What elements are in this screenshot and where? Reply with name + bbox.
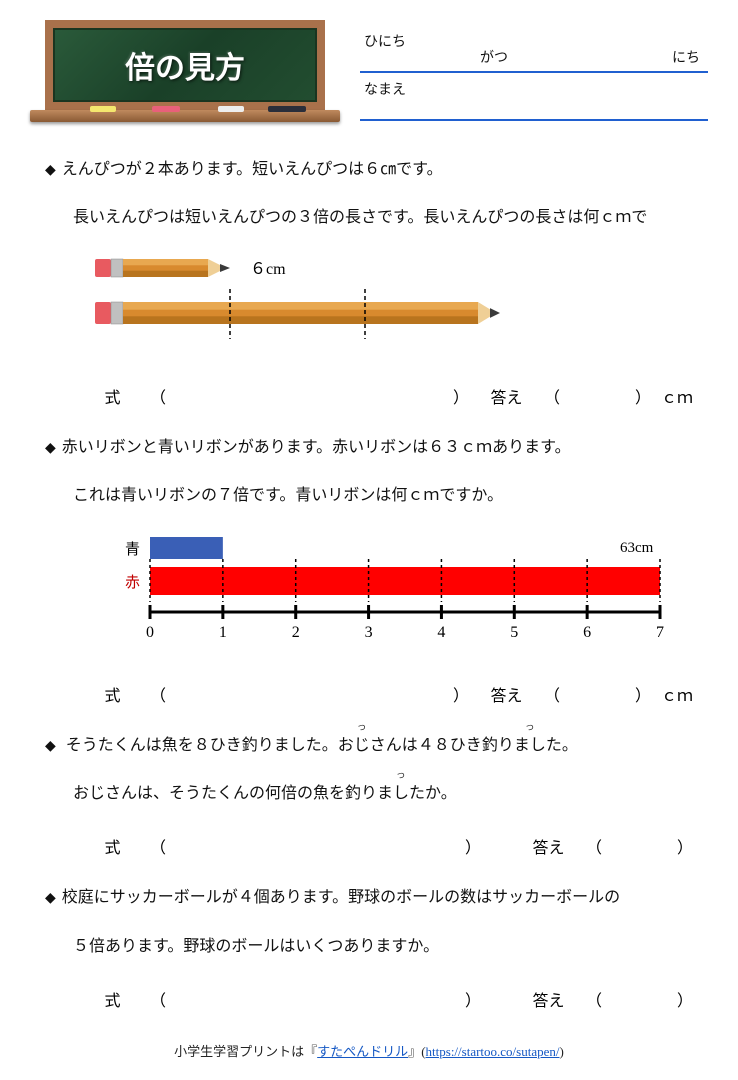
footer-url[interactable]: https://startoo.co/sutapen/: [426, 1044, 560, 1059]
svg-text:7: 7: [656, 624, 664, 641]
paren-open: （: [150, 987, 166, 1011]
paren-close: ）: [465, 834, 481, 858]
answer-label: 答え: [521, 834, 576, 858]
month-label: がつ: [480, 47, 508, 67]
svg-text:3: 3: [365, 624, 373, 641]
chalk-piece: [90, 106, 116, 112]
paren-open: （: [150, 384, 166, 408]
answer-label: 答え: [521, 987, 576, 1011]
formula-label: 式: [85, 384, 140, 408]
header: 倍の見方 ひにち がつ にち なまえ: [30, 20, 708, 125]
q1-answer-row: 式 （ ） 答え （ ） ｃｍ: [45, 384, 693, 408]
footer-prefix: 小学生学習プリントは『: [174, 1044, 317, 1059]
paren-close: ）: [453, 384, 469, 408]
footer: 小学生学習プリントは『すたぺんドリル』(https://startoo.co/s…: [45, 1041, 693, 1060]
chalk-piece: [268, 106, 306, 112]
q4-line1: 校庭にサッカーボールが４個あります。野球のボールの数はサッカーボールの: [45, 883, 693, 913]
q2-figure: 青63cm赤01234567: [105, 532, 653, 657]
unit-label: ｃｍ: [661, 682, 693, 706]
paren-open: （: [544, 682, 560, 706]
q1-figure: ６cm: [95, 254, 693, 359]
svg-text:4: 4: [437, 624, 445, 641]
formula-label: 式: [85, 834, 140, 858]
q1-line2: 長いえんぴつは短いえんぴつの３倍の長さです。長いえんぴつの長さは何ｃｍで: [45, 203, 693, 233]
q2-line2: これは青いリボンの７倍です。青いリボンは何ｃｍですか。: [45, 481, 693, 511]
q4-line2: ５倍あります。野球のボールはいくつありますか。: [45, 932, 693, 962]
svg-text:2: 2: [292, 624, 300, 641]
q2-line1: 赤いリボンと青いリボンがあります。赤いリボンは６３ｃｍあります。: [45, 433, 693, 463]
q4-answer-row: 式 （ ） 答え （ ）: [45, 987, 693, 1011]
paren-close: ）: [635, 682, 651, 706]
chalk-piece: [218, 106, 244, 112]
paren-open: （: [586, 834, 602, 858]
q2-answer-row: 式 （ ） 答え （ ） ｃｍ: [45, 682, 693, 706]
footer-middle: 』(: [408, 1044, 425, 1059]
svg-text:5: 5: [510, 624, 518, 641]
svg-text:63cm: 63cm: [620, 540, 654, 556]
paren-open: （: [544, 384, 560, 408]
formula-label: 式: [85, 987, 140, 1011]
paren-close: ）: [453, 682, 469, 706]
footer-suffix: ): [560, 1044, 564, 1059]
svg-text:1: 1: [219, 624, 227, 641]
svg-text:0: 0: [146, 624, 154, 641]
paren-open: （: [586, 987, 602, 1011]
svg-text:青: 青: [125, 541, 140, 558]
svg-text:赤: 赤: [125, 574, 140, 591]
answer-label: 答え: [479, 384, 534, 408]
svg-text:６cm: ６cm: [250, 261, 286, 278]
paren-open: （: [150, 682, 166, 706]
date-field[interactable]: ひにち がつ にち: [360, 25, 708, 73]
paren-close: ）: [677, 987, 693, 1011]
name-field[interactable]: なまえ: [360, 73, 708, 121]
day-label: にち: [672, 47, 700, 67]
chalkboard: 倍の見方: [30, 20, 340, 125]
svg-text:6: 6: [583, 624, 591, 641]
unit-label: ｃｍ: [661, 384, 693, 408]
header-fields: ひにち がつ にち なまえ: [360, 20, 708, 125]
name-label: なまえ: [364, 79, 406, 99]
page-title: 倍の見方: [125, 43, 245, 87]
paren-close: ）: [465, 987, 481, 1011]
date-label: ひにち: [364, 31, 406, 51]
q3-answer-row: 式 （ ） 答え （ ）: [45, 834, 693, 858]
q3-line1: そうたくんは魚を８ひきつ釣りました。おじさんは４８ひきつ釣りました。: [45, 731, 693, 761]
paren-close: ）: [677, 834, 693, 858]
footer-link[interactable]: すたぺんドリル: [317, 1044, 408, 1059]
chalk-piece: [152, 106, 180, 112]
q3-line2: おじさんは、そうたくんの何倍の魚をつ釣りましたか。: [45, 779, 693, 809]
formula-label: 式: [85, 682, 140, 706]
answer-label: 答え: [479, 682, 534, 706]
paren-open: （: [150, 834, 166, 858]
q1-line1: えんぴつが２本あります。短いえんぴつは６㎝です。: [45, 155, 693, 185]
paren-close: ）: [635, 384, 651, 408]
chalk-tray: [30, 110, 340, 122]
